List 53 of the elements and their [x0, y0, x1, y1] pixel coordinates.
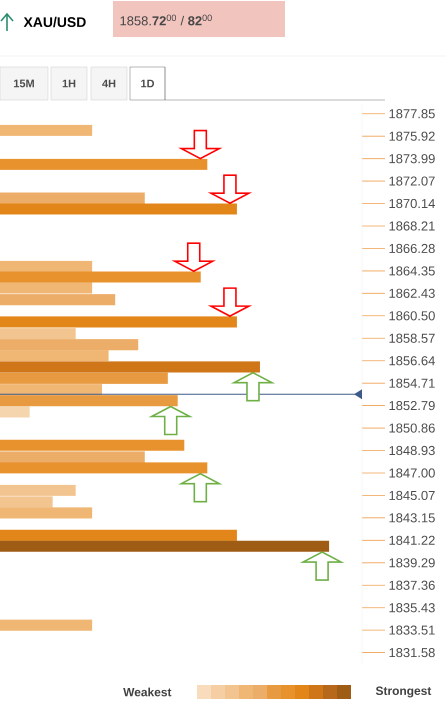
y-tick-label: 1872.07: [390, 176, 435, 186]
y-tick-label: 1866.28: [390, 244, 435, 254]
text: 1D: [141, 80, 154, 88]
bar: [0, 406, 30, 418]
bar: [0, 192, 145, 204]
y-tick-label: 1843.15: [390, 513, 435, 522]
bar: [0, 440, 184, 451]
bar: [0, 328, 76, 340]
y-tick-label: 1864.35: [390, 266, 435, 276]
y-tick-label: 1877.85: [390, 109, 435, 118]
y-tick-label: 1835.43: [390, 603, 435, 612]
bar: [0, 271, 201, 283]
y-tick-label: 1839.29: [390, 558, 435, 568]
text: 1H: [62, 80, 76, 88]
chart-subtitle: 1858.72$^{00}$ / 82$^{00}$: [120, 14, 212, 26]
y-tick-label: 1852.79: [390, 400, 435, 410]
y-tick-label: 1837.36: [390, 580, 435, 590]
y-tick-label: 1831.58: [390, 648, 435, 658]
text: 4H: [102, 80, 116, 88]
bar: [0, 462, 208, 474]
y-tick-label: 1873.99: [390, 154, 435, 164]
text: 15M: [14, 80, 34, 88]
bar: [0, 361, 260, 372]
bar: [0, 372, 168, 384]
y-tick-label: 1868.21: [390, 221, 435, 231]
bar: [0, 620, 92, 631]
text: Weakest: [123, 688, 172, 696]
y-tick-label: 1847.00: [390, 468, 435, 478]
bar: [0, 124, 92, 136]
bar: [0, 316, 237, 328]
bar: [0, 203, 237, 215]
chart-title: XAU/USD: [24, 16, 86, 28]
bar: [0, 384, 102, 396]
y-tick-label: 1841.22: [390, 536, 435, 545]
bar: [0, 451, 145, 462]
y-tick-label: 1856.64: [390, 356, 435, 366]
y-tick-label: 1845.07: [390, 490, 435, 500]
y-tick-label: 1858.57: [390, 334, 435, 343]
y-tick-label: 1848.93: [390, 446, 435, 456]
y-tick-label: 1870.14: [390, 198, 435, 208]
bar: [0, 395, 178, 406]
bar: [0, 540, 330, 552]
y-tick-label: 1860.50: [390, 311, 435, 320]
y-tick-label: 1833.51: [390, 626, 435, 635]
bar: [0, 260, 92, 272]
bar: [0, 158, 208, 170]
y-tick-label: 1854.71: [390, 378, 435, 388]
text: Strongest: [376, 686, 432, 698]
y-tick-label: 1862.43: [390, 288, 435, 298]
bar: [0, 530, 237, 541]
y-tick-label: 1875.92: [390, 132, 435, 141]
y-tick-label: 1850.86: [390, 423, 435, 433]
bar: [0, 507, 92, 518]
